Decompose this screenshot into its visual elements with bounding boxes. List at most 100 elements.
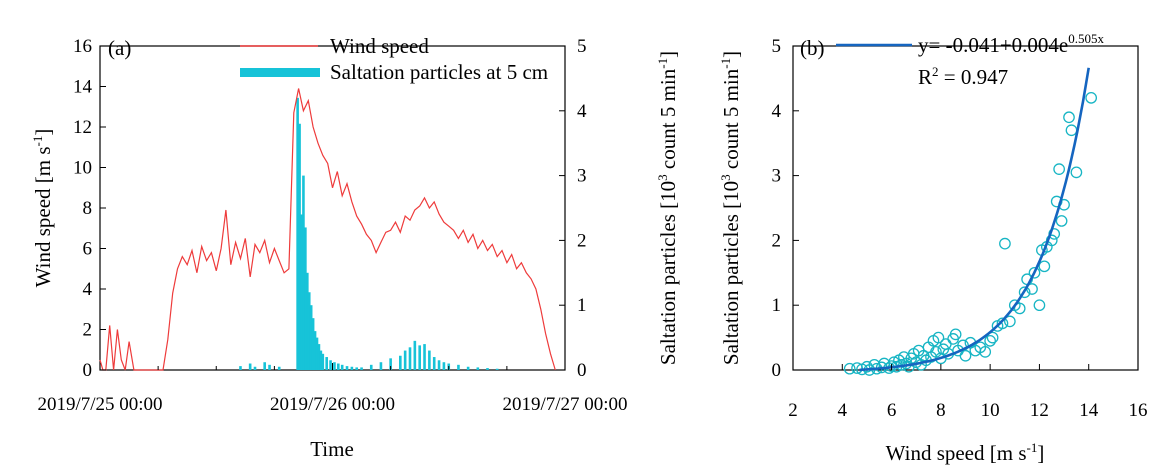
x-axis: 2019/7/25 00:00 2019/7/26 00:00 2019/7/27 … [37,363,628,415]
saltation-bar [437,360,441,370]
saltation-bar [302,175,305,370]
panel-b-ylabel: Saltation particles [103 count 5 min-1] [718,51,743,365]
panel-b-label: (b) [800,36,825,60]
legend-r2: R2 = 0.947 [918,64,1008,89]
scatter-point [1013,302,1026,315]
panel-b-x-tick-label: 6 [887,400,897,421]
saltation-bar [337,363,340,370]
saltation-bar [389,358,392,370]
panel-b-y-tick-label: 4 [772,101,782,122]
saltation-bar [325,357,328,370]
panel-b-y-axis: 0 1 2 3 4 5 [772,36,799,381]
panel-b-x-tick-label: 2 [788,400,798,421]
panel-b-frame [792,45,1139,371]
left-y-tick-label: 12 [73,117,92,138]
scatter-point [949,328,962,341]
fit-curve [859,67,1090,372]
saltation-bar [309,305,313,370]
panel-b-y-tick-label: 2 [772,230,782,251]
saltation-bar [321,353,325,370]
right-y-axis: 0 1 2 3 4 5 [559,36,587,381]
right-y-tick-label: 3 [577,166,587,187]
saltation-bar [379,362,383,370]
right-y-tick-label: 5 [577,36,587,57]
left-y-tick-label: 4 [83,279,93,300]
panel-b-y-tick-label: 3 [772,166,782,187]
panel-b-x-tick-label: 8 [936,400,946,421]
scatter-point [984,334,996,347]
saltation-bar [300,214,303,370]
saltation-bars [239,97,499,370]
panel-a-right-ylabel: Saltation particles [103 count 5 min-1] [655,51,680,365]
panel-b-y-tick-label: 1 [772,295,782,316]
left-y-tick-label: 8 [83,198,93,219]
saltation-bar [486,368,489,370]
saltation-bar [315,337,319,370]
panel-a-legend: Wind speed Saltation particles at 5 cm [240,34,548,84]
scatter-point [1053,163,1065,175]
wind-speed-line [99,88,556,371]
right-y-tick-label: 1 [577,295,587,316]
scatter-point [1063,111,1075,124]
saltation-bar [307,292,311,370]
saltation-bar [263,362,266,370]
saltation-bar [495,368,499,370]
x-tick-label: 2019/7/27 00:00 [502,394,627,415]
panel-b-x-axis: 2 4 6 8 10 12 14 16 [788,364,1148,421]
saltation-bar [399,355,402,370]
saltation-bar [306,272,309,370]
right-y-tick-label: 4 [577,101,587,122]
panel-b-y-tick-label: 5 [772,36,782,57]
saltation-bar [298,123,301,370]
panel-b-xlabel: Wind speed [m s-1] [886,440,1045,465]
panel-b-legend: y= -0.041+0.004e0.505x R2 = 0.947 [836,31,1105,89]
saltation-bar [355,367,359,370]
saltation-bar [248,363,252,370]
right-y-tick-label: 0 [577,360,587,381]
left-y-tick-label: 10 [73,158,92,179]
x-tick-label: 2019/7/26 00:00 [270,394,395,415]
saltation-bar [360,367,363,370]
panel-b-x-tick-label: 16 [1129,400,1148,421]
scatter-point [1055,215,1068,227]
right-y-tick-label: 2 [577,230,587,251]
scatter-point [1065,124,1078,137]
left-y-tick-label: 16 [73,36,92,57]
saltation-bar [253,366,257,370]
saltation-bar [408,347,412,370]
saltation-bar [317,344,321,370]
saltation-bar [329,360,332,370]
saltation-bar [340,364,344,370]
left-y-tick-label: 0 [83,360,93,381]
scatter-point [986,331,999,344]
saltation-bar [432,357,436,370]
panel-a-label: (a) [108,36,131,60]
saltation-bar [413,340,417,370]
scatter-point [1033,299,1046,312]
panel-b-x-tick-label: 14 [1079,400,1099,421]
saltation-bar [313,331,317,370]
scatter-point [843,362,856,375]
saltation-bar [350,366,354,370]
saltation-bar [296,97,299,370]
scatter-point [1018,286,1031,299]
saltation-bar [457,364,460,370]
scatter-point [1070,166,1083,179]
panel-b-x-tick-label: 10 [981,400,1000,421]
saltation-bar [311,318,315,370]
saltation-bar [268,364,271,370]
legend-saltation-label: Saltation particles at 5 cm [330,60,548,84]
saltation-bar [319,350,323,370]
legend-fit-equation: y= -0.041+0.004e0.505x [918,31,1105,57]
panel-a-xlabel: Time [310,437,354,461]
scatter-point [999,237,1011,250]
scatter-point [996,317,1009,330]
scatter-point [932,331,945,344]
panel-b-x-tick-label: 4 [838,400,848,421]
saltation-bar [442,362,446,370]
saltation-bar [466,366,470,370]
saltation-bar [428,350,431,370]
panel-b-y-tick-label: 0 [772,360,782,381]
